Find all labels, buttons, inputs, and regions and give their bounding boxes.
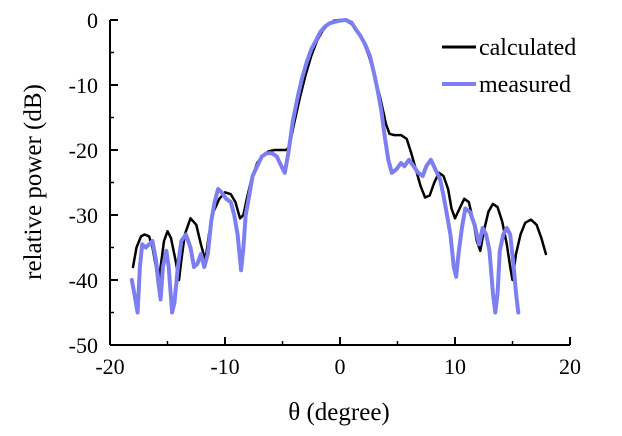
axes bbox=[109, 20, 570, 346]
y-axis-title: relative power (dB) bbox=[20, 84, 47, 280]
y-tick-label: 0 bbox=[87, 8, 98, 33]
x-axis-title: θ (degree) bbox=[288, 399, 390, 426]
data-series bbox=[129, 18, 548, 315]
x-tick-label: 0 bbox=[335, 354, 346, 379]
x-tick-label: -20 bbox=[95, 354, 124, 379]
y-tick-label: -10 bbox=[69, 73, 98, 98]
y-tick-label: -50 bbox=[69, 333, 98, 358]
y-tick-label: -40 bbox=[69, 268, 98, 293]
legend-label-measured: measured bbox=[479, 72, 571, 98]
legend-label-calculated: calculated bbox=[479, 35, 576, 61]
x-tick-label: 10 bbox=[444, 354, 466, 379]
y-tick-label: -30 bbox=[69, 203, 98, 228]
legend: calculated measured bbox=[442, 35, 576, 98]
x-tick-label: -10 bbox=[210, 354, 239, 379]
series-line-measured bbox=[129, 18, 521, 315]
y-tick-label: -20 bbox=[69, 138, 98, 163]
axis-ticks: -20 -10 0 10 20 0 -10 -20 -30 -40 -50 bbox=[69, 8, 581, 379]
x-tick-label: 20 bbox=[559, 354, 581, 379]
